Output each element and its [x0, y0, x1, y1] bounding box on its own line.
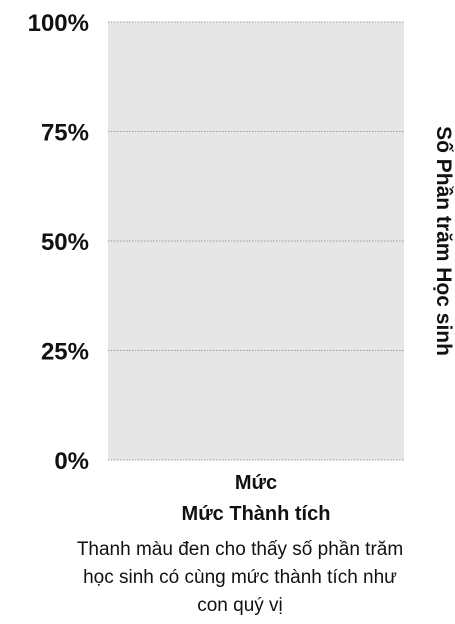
y-tick-label: 50% — [41, 229, 89, 256]
y-axis-title: Số Phần trăm Học sinh — [432, 126, 455, 356]
gridlines — [108, 21, 404, 461]
x-axis-title: Mức Thành tích — [182, 503, 331, 525]
chart-caption: Thanh màu đen cho thấy số phần trăm học … — [76, 539, 404, 616]
y-tick-label: 0% — [54, 448, 89, 475]
y-tick-label: 75% — [41, 120, 89, 147]
y-tick-labels: 0% 25% 50% 75% 100% — [28, 10, 89, 475]
x-category-label: Mức — [235, 472, 277, 494]
y-tick-label: 25% — [41, 339, 89, 366]
y-tick-label: 100% — [28, 10, 89, 37]
